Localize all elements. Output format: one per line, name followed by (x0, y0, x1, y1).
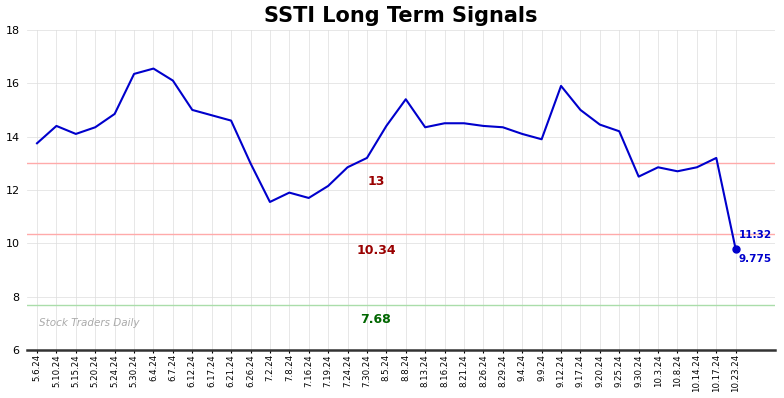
Text: 10.34: 10.34 (356, 244, 396, 257)
Text: Stock Traders Daily: Stock Traders Daily (38, 318, 139, 328)
Text: 11:32: 11:32 (739, 230, 771, 240)
Title: SSTI Long Term Signals: SSTI Long Term Signals (264, 6, 538, 25)
Text: 7.68: 7.68 (361, 313, 391, 326)
Text: 13: 13 (367, 175, 385, 188)
Text: 9.775: 9.775 (739, 254, 771, 263)
Point (729, 246, 742, 252)
